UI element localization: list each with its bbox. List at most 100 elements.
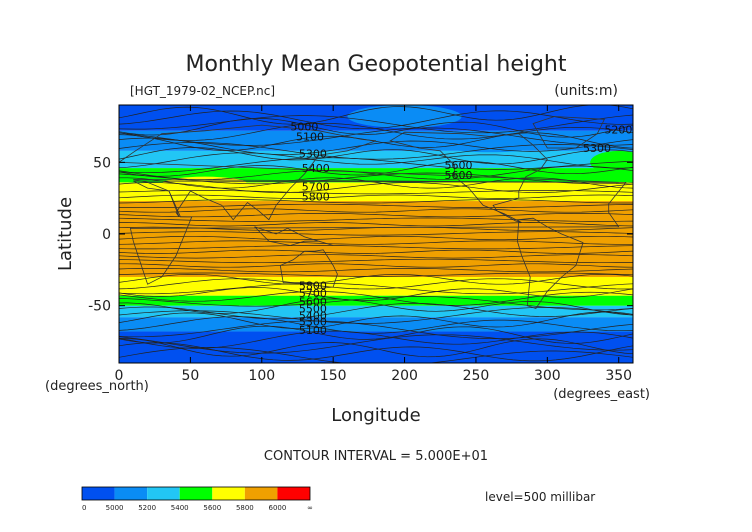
contour-label-7: 5800 xyxy=(302,191,330,204)
contour-label-1: 5100 xyxy=(296,131,324,144)
contour-line-31 xyxy=(119,213,633,218)
contour-line-46 xyxy=(119,137,633,155)
colorbar-label-1: 5000 xyxy=(106,504,124,512)
contour-line-26 xyxy=(119,235,633,241)
contour-line-50 xyxy=(119,118,633,138)
contour-label-6: 5700 xyxy=(302,181,330,194)
contour-line-30 xyxy=(119,217,633,222)
contour-line-29 xyxy=(119,222,633,227)
coastline-1 xyxy=(129,180,627,285)
coastline-0 xyxy=(119,124,619,221)
colorbar-label-3: 5400 xyxy=(171,504,189,512)
contour-line-18 xyxy=(119,272,633,277)
colorbar-segment-5 xyxy=(244,487,278,500)
colorbar-label-7: ∞ xyxy=(307,504,313,512)
contour-label-5: 5600 xyxy=(445,169,473,182)
colorbar-segment-2 xyxy=(147,487,180,500)
y-tick-label-0: -50 xyxy=(88,299,111,315)
x-tick-label-1: 50 xyxy=(181,368,199,384)
contour-line-22 xyxy=(119,254,633,259)
contour-label-3: 5400 xyxy=(302,162,330,175)
contour-line-12 xyxy=(119,296,633,311)
contour-line-33 xyxy=(119,203,633,208)
colorbar: 0 5000 5200 5400 5600 5800 6000 ∞ xyxy=(81,486,313,512)
contour-line-14 xyxy=(119,287,633,301)
coastline-4 xyxy=(516,217,584,309)
colorbar-segment-1 xyxy=(114,487,148,500)
contour-line-51 xyxy=(119,114,633,134)
colorbar-label-0: 0 xyxy=(82,504,86,512)
contour-label-11: 5700 xyxy=(299,287,327,300)
contour-label-8: 5200 xyxy=(604,123,632,136)
colorbar-segment-4 xyxy=(212,487,245,500)
contour-line-37 xyxy=(119,182,633,193)
colorbar-label-5: 5800 xyxy=(236,504,254,512)
contour-line-4 xyxy=(119,330,633,349)
contour-label-9: 5300 xyxy=(583,142,611,155)
contour-line-47 xyxy=(119,132,633,151)
x-axis: 0 50 100 150 200 250 300 350 xyxy=(115,105,632,384)
contour-line-45 xyxy=(119,142,633,160)
file-label: [HGT_1979-02_NCEP.nc] xyxy=(130,84,275,98)
contour-line-53 xyxy=(119,105,633,125)
y-tick-label-1: 0 xyxy=(102,227,111,243)
x-tick-label-4: 200 xyxy=(391,368,418,384)
contour-line-32 xyxy=(119,208,633,213)
contour-line-48 xyxy=(119,127,633,146)
colorbar-segment-0 xyxy=(82,487,115,500)
band-feature-1 xyxy=(433,132,548,153)
band-1 xyxy=(119,317,633,332)
contour-line-8 xyxy=(119,311,633,330)
contour-label-14: 5400 xyxy=(299,310,327,323)
colorbar-frame xyxy=(81,486,311,501)
contour-line-7 xyxy=(119,316,633,334)
contour-line-27 xyxy=(119,231,633,236)
contour-line-24 xyxy=(119,245,633,250)
contour-label-16: 5100 xyxy=(299,324,327,337)
contour-line-2 xyxy=(119,338,633,358)
contour-line-0 xyxy=(119,346,633,363)
band-4 xyxy=(119,277,633,296)
colorbar-label-6: 6000 xyxy=(269,504,287,512)
contour-line-20 xyxy=(119,263,633,268)
units-label: (units:m) xyxy=(554,83,618,99)
x-tick-label-2: 100 xyxy=(248,368,275,384)
contour-line-11 xyxy=(119,298,633,316)
contour-line-6 xyxy=(119,320,633,340)
coastline-6 xyxy=(254,226,334,246)
band-feature-0 xyxy=(347,105,462,128)
contour-line-38 xyxy=(119,177,633,189)
contour-line-17 xyxy=(119,274,633,285)
colorbar-segment-6 xyxy=(277,487,310,500)
contour-line-10 xyxy=(119,302,633,320)
coastline-2 xyxy=(279,249,338,289)
contour-line-25 xyxy=(119,240,633,245)
contour-line-19 xyxy=(119,268,633,273)
contour-line-36 xyxy=(119,190,633,195)
band-2 xyxy=(119,305,633,318)
coastline-5 xyxy=(532,116,606,149)
contour-line-35 xyxy=(119,194,633,199)
color-bands xyxy=(119,105,633,363)
contour-line-34 xyxy=(119,199,633,204)
x-axis-label: Longitude xyxy=(331,405,421,426)
contour-line-13 xyxy=(119,291,633,306)
contour-line-43 xyxy=(119,152,633,169)
colorbar-label-2: 5200 xyxy=(138,504,156,512)
colorbar-segment-3 xyxy=(179,487,213,500)
colorbar-label-4: 5600 xyxy=(203,504,221,512)
contour-label-15: 5300 xyxy=(299,315,327,328)
contour-label-4: 5600 xyxy=(445,159,473,172)
contour-line-52 xyxy=(119,110,633,130)
contour-line-21 xyxy=(119,258,633,264)
contour-label-13: 5500 xyxy=(299,303,327,316)
y-axis-label: Latitude xyxy=(55,197,76,271)
x-tick-label-6: 300 xyxy=(534,368,561,384)
contour-line-41 xyxy=(119,161,633,177)
x-tick-label-5: 250 xyxy=(463,368,490,384)
y-tick-label-2: 50 xyxy=(93,155,111,171)
contour-line-23 xyxy=(119,249,633,254)
contour-line-16 xyxy=(119,278,633,290)
